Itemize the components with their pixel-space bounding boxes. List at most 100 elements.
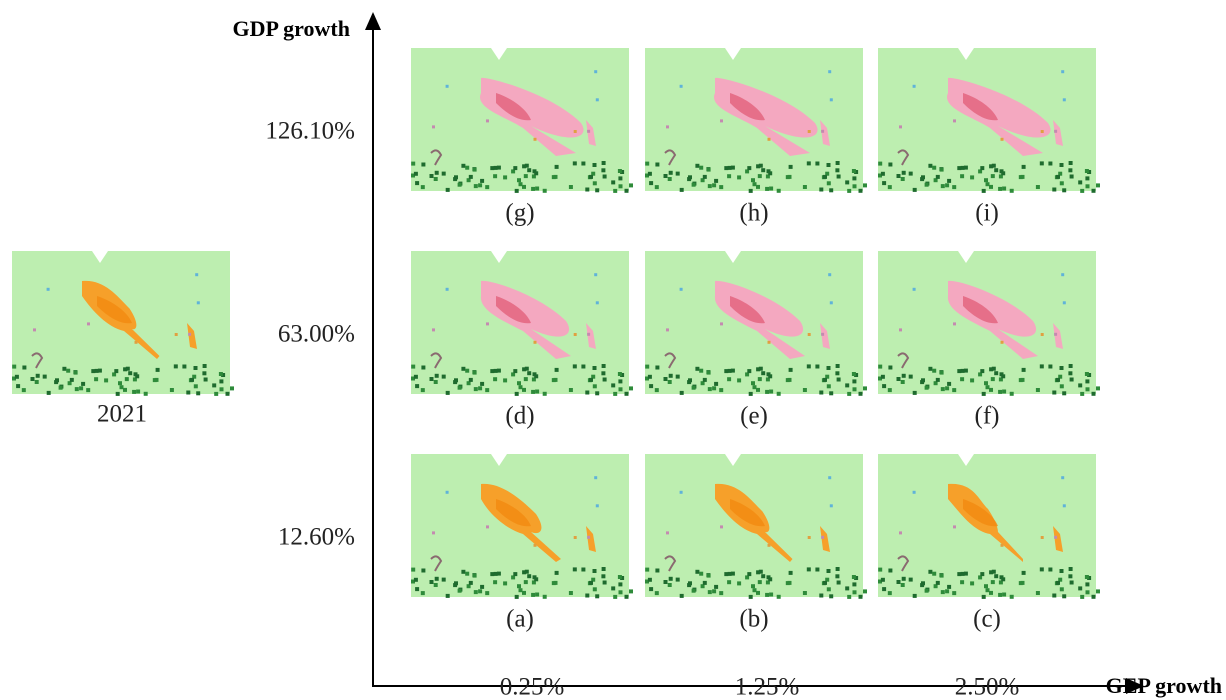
map-forest: [480, 585, 484, 589]
map-forest: [803, 185, 807, 189]
map-forest: [852, 176, 856, 180]
map-forest: [485, 185, 489, 189]
map-forest: [22, 366, 26, 370]
map-forest: [756, 591, 760, 595]
map-forest: [114, 369, 118, 373]
map-forest: [1078, 180, 1082, 184]
map-forest: [1040, 364, 1044, 368]
map-forest: [913, 188, 917, 192]
map-dot: [446, 491, 449, 494]
map-forest: [1060, 163, 1064, 167]
map-forest: [727, 580, 731, 584]
map-forest: [524, 580, 528, 584]
map-forest: [1060, 569, 1064, 573]
map-forest: [59, 386, 63, 390]
map-forest: [803, 388, 807, 392]
map-forest: [853, 184, 857, 188]
map-forest: [611, 586, 615, 590]
map-forest: [648, 375, 652, 379]
map-dot: [830, 301, 833, 304]
map-forest: [668, 583, 672, 587]
map-forest: [47, 391, 51, 395]
map-forest: [91, 369, 95, 373]
panel-caption: (d): [505, 403, 534, 430]
map-dot: [1001, 138, 1004, 141]
column-label: 2.50%: [955, 674, 1020, 700]
map-forest: [897, 580, 901, 584]
map-forest: [970, 581, 974, 585]
map-forest: [749, 392, 753, 396]
map-forest: [593, 181, 597, 185]
map-forest: [474, 184, 478, 188]
map-forest: [1048, 162, 1052, 166]
map-forest: [964, 572, 968, 576]
map-forest: [998, 593, 1002, 597]
map-forest: [573, 567, 577, 571]
map-forest: [625, 595, 629, 599]
map-panel: [645, 454, 867, 599]
map-forest: [421, 163, 425, 167]
map-forest: [603, 175, 607, 179]
map-forest: [853, 387, 857, 391]
map-forest: [1086, 387, 1090, 391]
map-forest: [1068, 168, 1072, 172]
map-forest: [98, 369, 102, 373]
map-forest: [585, 188, 589, 192]
map-dot: [830, 504, 833, 507]
map-forest: [777, 189, 781, 193]
map-forest: [469, 378, 473, 382]
map-panel: [878, 454, 1100, 599]
map-forest: [984, 584, 988, 588]
map-panel: [12, 251, 234, 396]
map-forest: [522, 185, 526, 189]
map-forest: [761, 168, 765, 172]
map-forest: [469, 581, 473, 585]
map-forest: [62, 367, 66, 371]
map-forest: [769, 187, 773, 191]
map-forest: [847, 595, 851, 599]
map-forest: [847, 392, 851, 396]
map-forest: [1069, 364, 1073, 368]
map-forest: [1002, 187, 1006, 191]
map-dot: [574, 536, 577, 539]
map-forest: [881, 172, 885, 176]
map-forest: [1060, 181, 1064, 185]
map-forest: [845, 586, 849, 590]
map-forest: [493, 174, 497, 178]
map-forest: [1056, 581, 1060, 585]
map-dot: [47, 288, 50, 291]
map-dot: [666, 328, 669, 331]
map-forest: [823, 378, 827, 382]
map-forest: [655, 388, 659, 392]
map-dot: [1061, 273, 1064, 276]
map-forest: [888, 591, 892, 595]
map-forest: [513, 369, 517, 373]
map-forest: [554, 378, 558, 382]
map-forest: [461, 164, 465, 168]
map-forest: [699, 369, 703, 373]
map-forest: [1060, 366, 1064, 370]
map-forest: [1085, 582, 1089, 586]
map-forest: [535, 593, 539, 597]
map-forest: [827, 384, 831, 388]
map-forest: [888, 366, 892, 370]
map-forest: [827, 366, 831, 370]
map-forest: [421, 591, 425, 595]
map-forest: [515, 189, 519, 193]
map-forest: [144, 392, 148, 396]
map-forest: [493, 377, 497, 381]
map-dot: [1041, 130, 1044, 133]
panel-caption: (h): [739, 200, 768, 227]
map-forest: [888, 569, 892, 573]
map-forest: [960, 377, 964, 381]
map-forest: [442, 172, 446, 176]
map-forest: [411, 365, 415, 369]
map-dot: [899, 328, 902, 331]
map-forest: [724, 369, 728, 373]
map-forest: [573, 161, 577, 165]
map-dot: [87, 322, 90, 325]
map-forest: [980, 369, 984, 373]
map-forest: [15, 375, 19, 379]
map-forest: [1078, 383, 1082, 387]
map-forest: [901, 177, 905, 181]
